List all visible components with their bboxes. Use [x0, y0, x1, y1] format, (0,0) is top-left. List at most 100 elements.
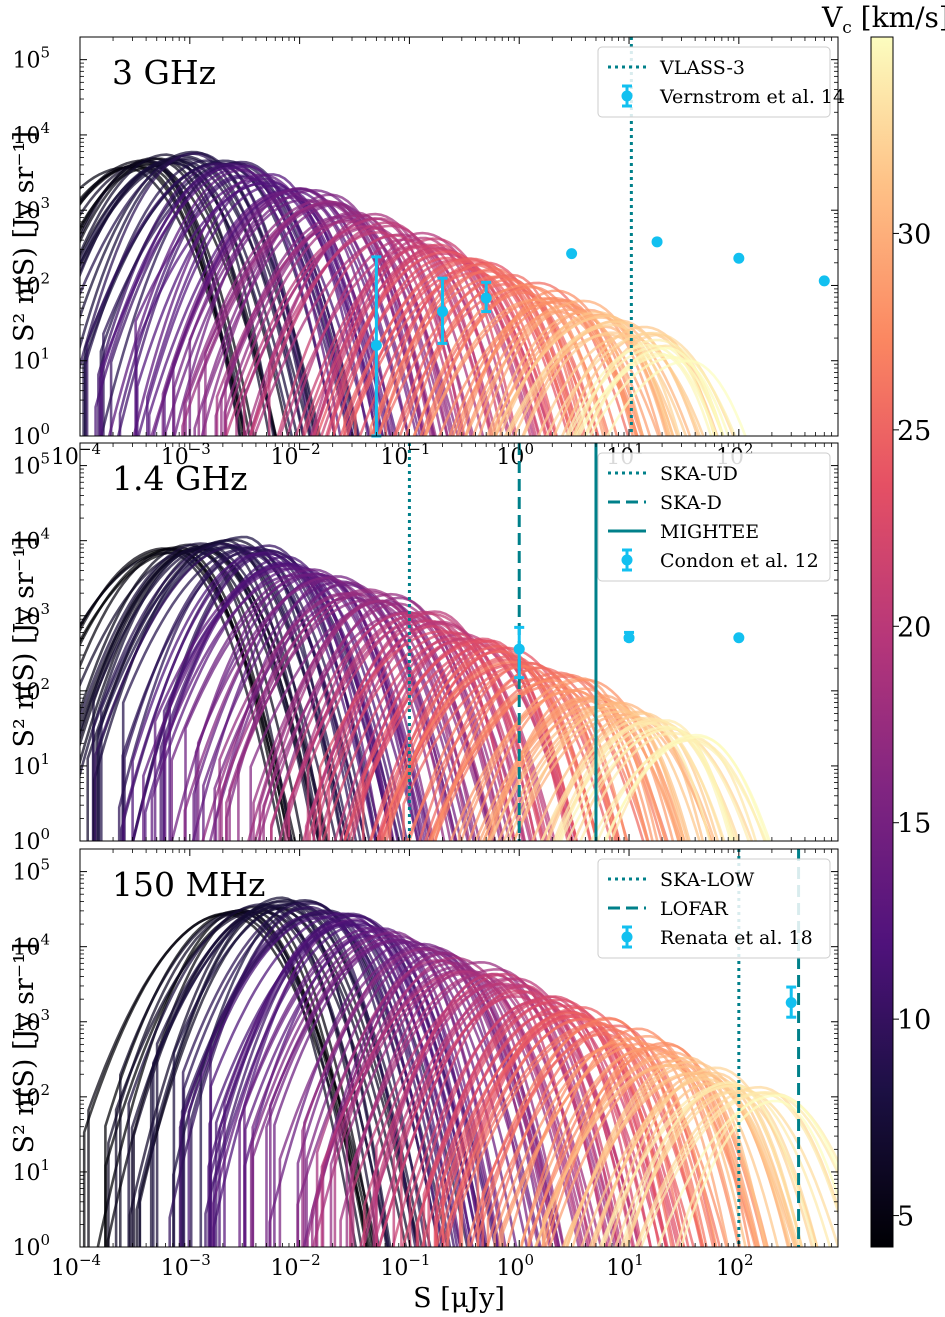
- ticks: [79, 442, 839, 842]
- legend-entry: Vernstrom et al. 14: [659, 86, 845, 108]
- ticks: [79, 848, 839, 1248]
- y-axis-label: S² n(S) [Jy sr⁻¹]: [9, 536, 40, 747]
- model-curve: [459, 688, 668, 841]
- model-curve: [656, 1094, 838, 1247]
- model-curve: [418, 661, 629, 841]
- model-curve: [571, 338, 737, 436]
- model-curve: [588, 356, 730, 436]
- model-curve: [132, 173, 379, 436]
- model-curve: [541, 1051, 769, 1247]
- model-curve: [558, 721, 712, 841]
- model-curve: [184, 572, 429, 841]
- y-axis-label: S² n(S) [Jy sr⁻¹]: [9, 942, 40, 1153]
- y-tick-label: 105: [12, 856, 50, 886]
- model-curve: [598, 1084, 832, 1247]
- model-curves: [80, 150, 747, 436]
- model-curve: [279, 245, 494, 436]
- model-curve: [304, 620, 557, 841]
- data-point: [436, 306, 448, 318]
- model-curve: [404, 277, 584, 436]
- colorbar-tick-label: 30: [897, 219, 931, 250]
- legend-entry: Condon et al. 12: [660, 550, 819, 572]
- model-curve: [150, 195, 388, 436]
- data-point: [623, 632, 635, 644]
- model-curve: [315, 250, 549, 436]
- legend-entry: SKA-D: [660, 492, 722, 514]
- model-curve: [476, 1021, 685, 1247]
- x-tick-label: 102: [716, 1251, 754, 1281]
- data-point: [818, 275, 830, 287]
- colorbar-gradient: [870, 36, 894, 1248]
- model-curve: [488, 703, 689, 841]
- model-curve: [172, 187, 410, 436]
- y-tick-label: 100: [12, 420, 50, 450]
- y-tick-label: 103: [12, 194, 50, 224]
- model-curve: [565, 727, 735, 841]
- x-axis-label: S [μJy]: [413, 1283, 505, 1314]
- y-tick-label: 105: [12, 44, 50, 74]
- model-curve: [412, 283, 608, 436]
- model-curve: [441, 1009, 668, 1247]
- model-curve: [605, 359, 747, 436]
- model-curve: [214, 583, 476, 841]
- model-curve: [270, 596, 505, 841]
- model-curve: [505, 323, 681, 436]
- y-tick-label: 105: [12, 450, 50, 480]
- model-curve: [498, 1042, 757, 1247]
- model-curve: [375, 646, 571, 841]
- panel-3-ghz: 10010110210310410510−410−310−210−1100101…: [9, 36, 845, 470]
- y-tick-label: 102: [12, 1081, 50, 1111]
- model-curve: [422, 995, 669, 1247]
- model-curve: [97, 162, 313, 436]
- colorbar-tick-label: 20: [897, 612, 931, 643]
- y-tick-label: 100: [12, 1231, 50, 1261]
- panel-label: 150 MHz: [112, 865, 265, 904]
- data-point: [651, 236, 663, 248]
- model-curve: [220, 588, 494, 841]
- panel-label: 3 GHz: [112, 53, 216, 92]
- axes-frame: [79, 36, 839, 437]
- model-curve: [349, 968, 619, 1247]
- model-curve: [276, 233, 492, 436]
- model-curve: [377, 644, 593, 841]
- model-curve: [224, 225, 463, 436]
- model-curve: [519, 1027, 741, 1247]
- y-tick-label: 104: [12, 119, 50, 149]
- model-curve: [540, 716, 725, 841]
- x-tick-label: 10−1: [380, 1251, 430, 1281]
- legend: SKA-LOW LOFAR Renata et al. 18: [597, 858, 831, 959]
- model-curve: [437, 299, 639, 436]
- y-tick-label: 100: [12, 825, 50, 855]
- model-curve: [639, 1090, 838, 1247]
- model-curve: [534, 1063, 747, 1247]
- model-curve: [218, 919, 486, 1247]
- y-tick-label: 104: [12, 525, 50, 555]
- model-curve: [522, 331, 688, 436]
- model-curves: [82, 896, 838, 1247]
- model-curve: [636, 1091, 838, 1247]
- model-curve: [391, 984, 620, 1247]
- model-curve: [435, 1004, 686, 1247]
- model-curve: [512, 713, 714, 841]
- model-curve: [109, 162, 361, 436]
- y-tick-label: 102: [12, 269, 50, 299]
- colorbar-tick-label: 5: [897, 1202, 914, 1233]
- data-point: [733, 252, 745, 264]
- legend-entry: SKA-LOW: [660, 869, 755, 891]
- model-curve: [377, 262, 573, 436]
- model-curve: [564, 343, 718, 436]
- model-curve: [131, 552, 377, 841]
- legend: VLASS-3 Vernstrom et al. 14: [597, 46, 845, 118]
- model-curve: [621, 1089, 838, 1247]
- colorbar-tick-label: 10: [897, 1005, 931, 1036]
- x-tick-label: 10−3: [161, 1251, 211, 1281]
- model-curve: [419, 285, 619, 436]
- data-point: [566, 248, 578, 260]
- model-curve: [80, 153, 271, 436]
- data-point: [480, 292, 492, 304]
- y-tick-label: 101: [12, 1156, 50, 1186]
- panel-1.4-ghz: 100 101 102 103 104 105 S² n(S) [Jy sr⁻¹] 1.4 G…: [9, 442, 839, 855]
- colorbar-title: Vc [km/s]: [821, 1, 945, 38]
- model-curve: [460, 1023, 704, 1247]
